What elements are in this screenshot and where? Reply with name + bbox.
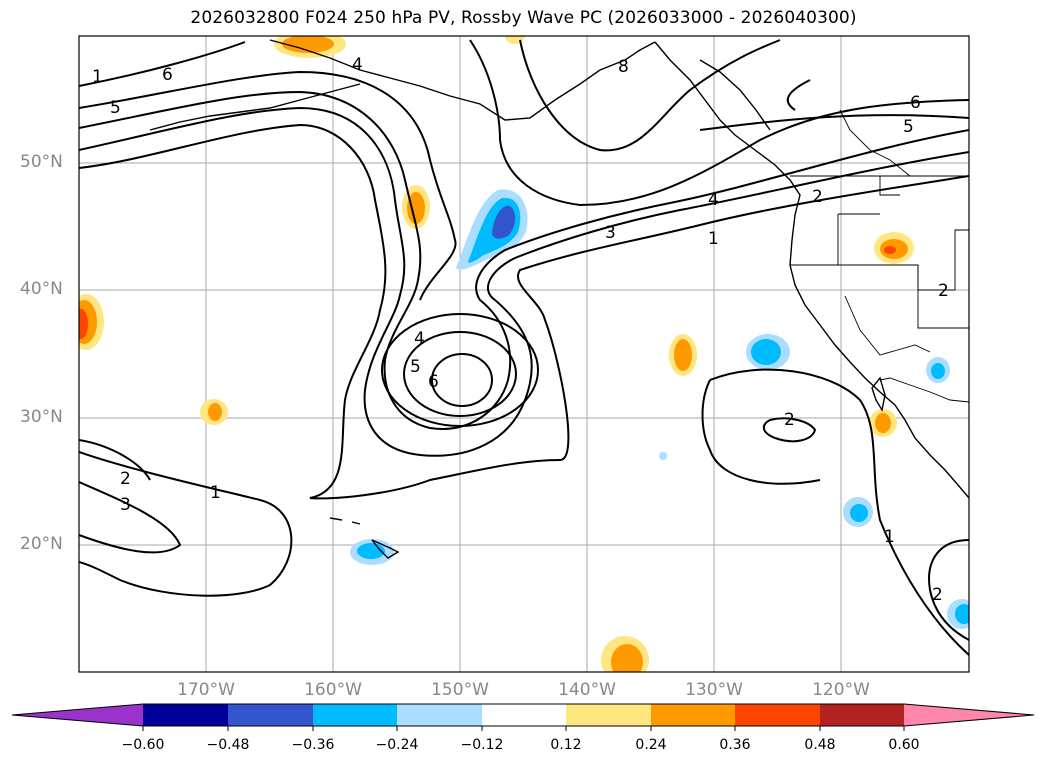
- contour-label: 6: [162, 65, 173, 85]
- cutoff-ring-4: [381, 313, 539, 427]
- colorbar-extend-min: [12, 704, 143, 726]
- negative-anomaly-mexico: [926, 357, 950, 383]
- pv-contour-e1: [709, 368, 969, 656]
- colorbar-tick-label: −0.48: [206, 737, 250, 753]
- colorbar-bin: [397, 704, 482, 726]
- negative-anomaly-hawaii: [350, 539, 394, 565]
- lat-label: 30°N: [20, 407, 63, 427]
- pv-contour-ak: [786, 79, 811, 111]
- coastlines: [149, 39, 969, 559]
- lon-label: 130°W: [685, 680, 743, 700]
- colorbar-tick-label: 0.60: [888, 737, 920, 753]
- positive-anomaly-170w: [200, 399, 228, 425]
- contour-label: 1: [884, 527, 895, 547]
- colorbar-tick-label: −0.36: [291, 737, 335, 753]
- colorbar-tick-label: −0.12: [460, 737, 504, 753]
- contour-label: 5: [110, 98, 121, 118]
- pv-contour-e2: [701, 379, 821, 485]
- colorbar-tick-label: −0.24: [375, 737, 419, 753]
- negative-anomaly-main: [456, 189, 528, 270]
- pv-contour-8: [699, 114, 969, 131]
- pv-contour-sw2: [79, 481, 182, 554]
- contour-label: 1: [708, 229, 719, 249]
- contour-label: 1: [210, 483, 221, 503]
- colorbar-bin: [820, 704, 904, 726]
- contour-label: 2: [932, 585, 943, 605]
- colorbar: [11, 703, 1035, 731]
- lon-label: 160°W: [304, 680, 362, 700]
- colorbar-bin: [651, 704, 735, 726]
- colorbar-bin: [482, 704, 566, 726]
- shaded-anomalies: [79, 36, 969, 672]
- colorbar-tick-label: 0.48: [804, 737, 836, 753]
- contour-label: 3: [120, 495, 131, 515]
- contour-label: 3: [605, 223, 616, 243]
- contour-label: 4: [708, 190, 719, 210]
- pv-contours: [79, 39, 969, 656]
- positive-anomaly-baja: [869, 409, 897, 437]
- lon-label: 150°W: [431, 680, 489, 700]
- negative-anomaly-118w: [843, 497, 873, 527]
- cutoff-ring-6: [431, 353, 493, 407]
- lon-label: 170°W: [177, 680, 235, 700]
- pv-contour-e4: [928, 539, 969, 641]
- colorbar-tick-label: 0.36: [719, 737, 751, 753]
- lon-label: 120°W: [812, 680, 870, 700]
- pv-contour-7: [469, 39, 969, 207]
- contour-label: 2: [812, 187, 823, 207]
- lon-label: 140°W: [558, 680, 616, 700]
- positive-anomaly-rockies: [874, 232, 914, 264]
- contour-label: 6: [428, 372, 439, 392]
- negative-anomaly-dot: [659, 452, 667, 460]
- colorbar-extend-max: [904, 704, 1034, 726]
- negative-anomaly-127w: [746, 334, 790, 370]
- colorbar-bin: [228, 704, 313, 726]
- pv-contour-4: [79, 70, 457, 301]
- contour-label: 2: [784, 410, 795, 430]
- contour-label: 1: [92, 67, 103, 87]
- contour-label: 8: [618, 57, 629, 77]
- pv-contour-1: [79, 123, 969, 500]
- colorbar-bin: [735, 704, 820, 726]
- positive-anomaly-northwest: [274, 36, 346, 58]
- plot-frame: [78, 35, 970, 673]
- contour-label: 5: [903, 117, 914, 137]
- negative-anomaly-southeast: [947, 599, 969, 629]
- pv-contour-sw3: [79, 439, 151, 481]
- cutoff-ring-5: [403, 331, 517, 417]
- pv-contour-6: [519, 39, 781, 152]
- pv-contour-sw1: [79, 451, 293, 597]
- contour-label: 4: [352, 55, 363, 75]
- lat-label: 50°N: [20, 152, 63, 172]
- colorbar-tick-label: 0.24: [635, 737, 667, 753]
- gridlines: [79, 36, 969, 672]
- pv-contour-2: [79, 106, 969, 457]
- contour-label: 5: [410, 357, 421, 377]
- map-title: 2026032800 F024 250 hPa PV, Rossby Wave …: [190, 8, 857, 28]
- positive-anomaly-133w: [669, 334, 697, 376]
- colorbar-bin: [566, 704, 651, 726]
- colorbar-bin: [143, 704, 228, 726]
- lat-label: 40°N: [20, 279, 63, 299]
- lat-label: 20°N: [20, 534, 63, 554]
- contour-label: 2: [938, 281, 949, 301]
- colorbar-tick-label: −0.60: [121, 737, 165, 753]
- contour-label: 4: [414, 329, 425, 349]
- plot-area: [79, 36, 969, 672]
- contour-label: 6: [910, 93, 921, 113]
- colorbar-tick-label: 0.12: [550, 737, 582, 753]
- positive-anomaly-south: [601, 636, 649, 672]
- pv-contour-5: [79, 41, 246, 87]
- contour-label: 2: [120, 469, 131, 489]
- colorbar-bin: [313, 704, 397, 726]
- positive-anomaly-dateline: [79, 294, 104, 350]
- contour-labels: 1 2 3 4 5 6 8 1 2 3 4 5 6 1 2 2 1 2 4 5 …: [92, 55, 949, 605]
- pv-contour-e3: [762, 417, 817, 443]
- pv-contour-3: [79, 90, 969, 430]
